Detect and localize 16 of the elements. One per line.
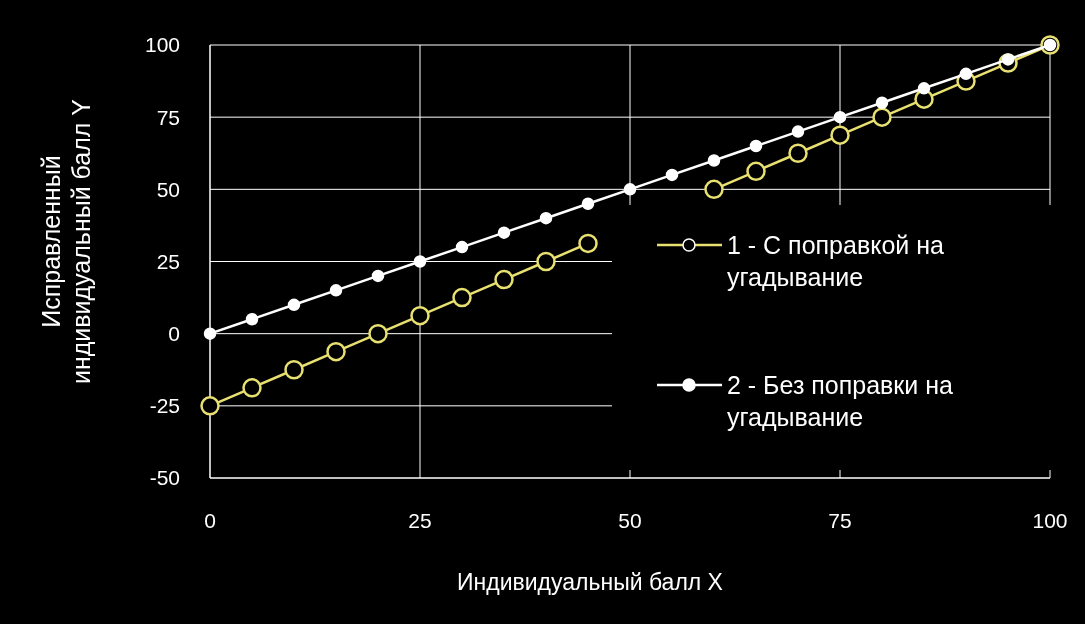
- y-axis-title: Исправленный индивидуальный балл Y: [37, 98, 95, 385]
- y-tick-label: 50: [156, 177, 180, 201]
- legend-label: 1 - С поправкой на угадывание: [727, 230, 945, 292]
- y-tick-label: -50: [149, 466, 180, 490]
- x-tick-label: 0: [204, 509, 216, 532]
- x-tick-label: 75: [828, 509, 852, 532]
- y-tick-label: 100: [144, 33, 180, 57]
- x-tick-label: 100: [1032, 509, 1068, 532]
- x-tick-label: 50: [618, 509, 642, 532]
- x-tick-label: 25: [408, 509, 432, 532]
- x-axis-title: Индивидуальный балл X: [457, 569, 723, 595]
- legend-label: 2 - Без поправки на угадывание: [727, 370, 954, 432]
- y-tick-label: 25: [156, 249, 180, 273]
- y-tick-label: -25: [149, 394, 180, 418]
- y-tick-label: 75: [156, 105, 180, 129]
- y-tick-label: 0: [168, 322, 180, 346]
